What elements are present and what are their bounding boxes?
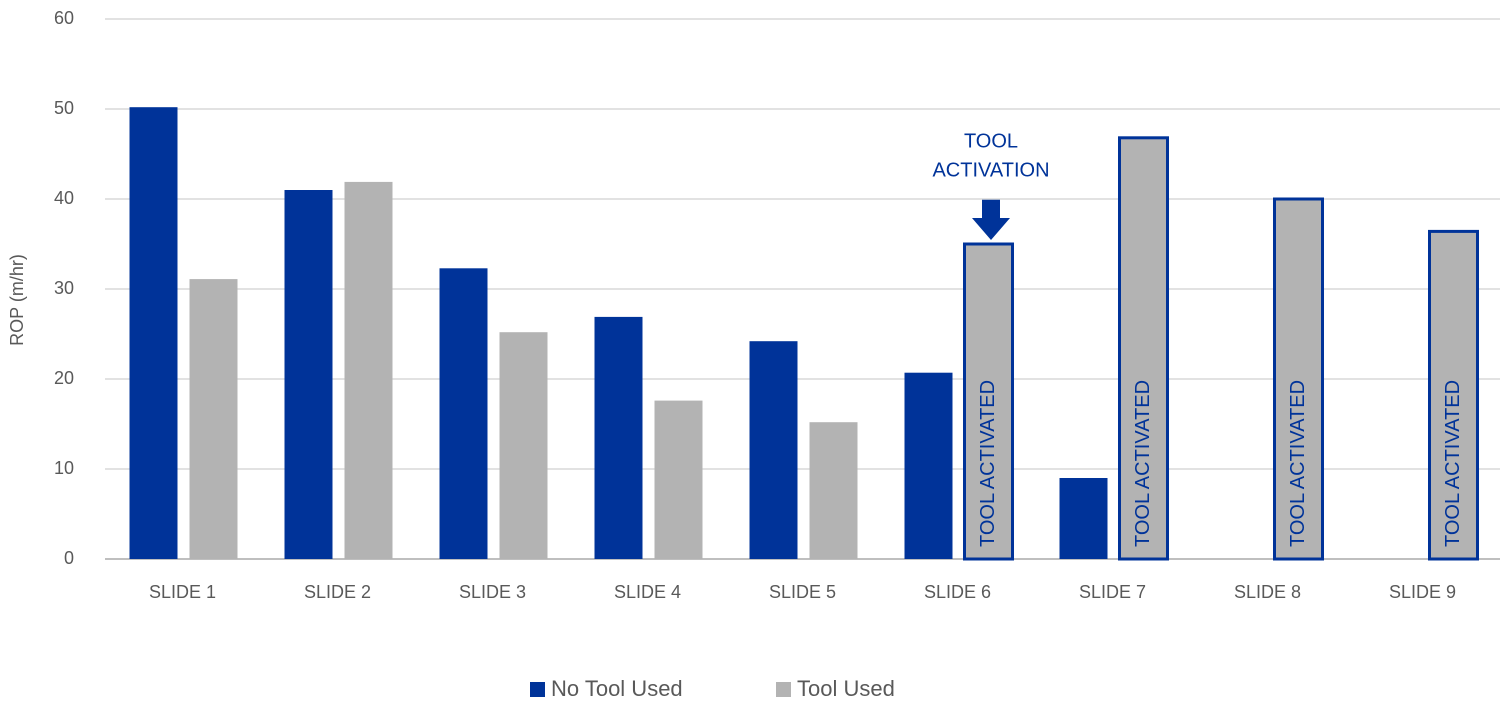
bar [189,279,238,559]
legend-label: No Tool Used [551,676,683,701]
bar [284,190,333,559]
bar [344,181,393,559]
bar-label: TOOL ACTIVATED [1132,380,1154,547]
x-tick-label: SLIDE 1 [149,582,216,602]
legend-label: Tool Used [797,676,895,701]
bar [1059,478,1108,559]
x-tick-label: SLIDE 8 [1234,582,1301,602]
y-tick-label: 50 [54,98,74,118]
bar-label: TOOL ACTIVATED [977,380,999,547]
y-tick-label: 20 [54,368,74,388]
bar [129,107,178,559]
x-tick-label: SLIDE 3 [459,582,526,602]
bar [654,400,703,559]
x-tick-label: SLIDE 4 [614,582,681,602]
x-tick-label: SLIDE 7 [1079,582,1146,602]
bar [1428,229,1479,561]
y-tick-label: 10 [54,458,74,478]
bar [1273,197,1324,561]
bar [594,316,643,559]
x-tick-label: SLIDE 6 [924,582,991,602]
bar [963,242,1014,561]
x-tick-label: SLIDE 9 [1389,582,1456,602]
annotation: ACTIVATION [932,159,1049,181]
y-tick-label: 60 [54,8,74,28]
bar-label: TOOL ACTIVATED [1287,380,1309,547]
bar [439,268,488,559]
legend-swatch [530,682,545,697]
bar [904,372,953,559]
bar-label: TOOL ACTIVATED [1442,380,1464,547]
legend-swatch [776,682,791,697]
y-tick-label: 40 [54,188,74,208]
annotation: TOOL [964,130,1018,152]
bar [809,422,858,559]
bar [499,332,548,559]
annotation-arrow [972,199,1010,240]
bar [1118,136,1169,561]
x-tick-label: SLIDE 2 [304,582,371,602]
y-axis-label: ROP (m/hr) [7,254,27,346]
y-tick-label: 0 [64,548,74,568]
y-tick-label: 30 [54,278,74,298]
bar [749,341,798,559]
x-tick-label: SLIDE 5 [769,582,836,602]
